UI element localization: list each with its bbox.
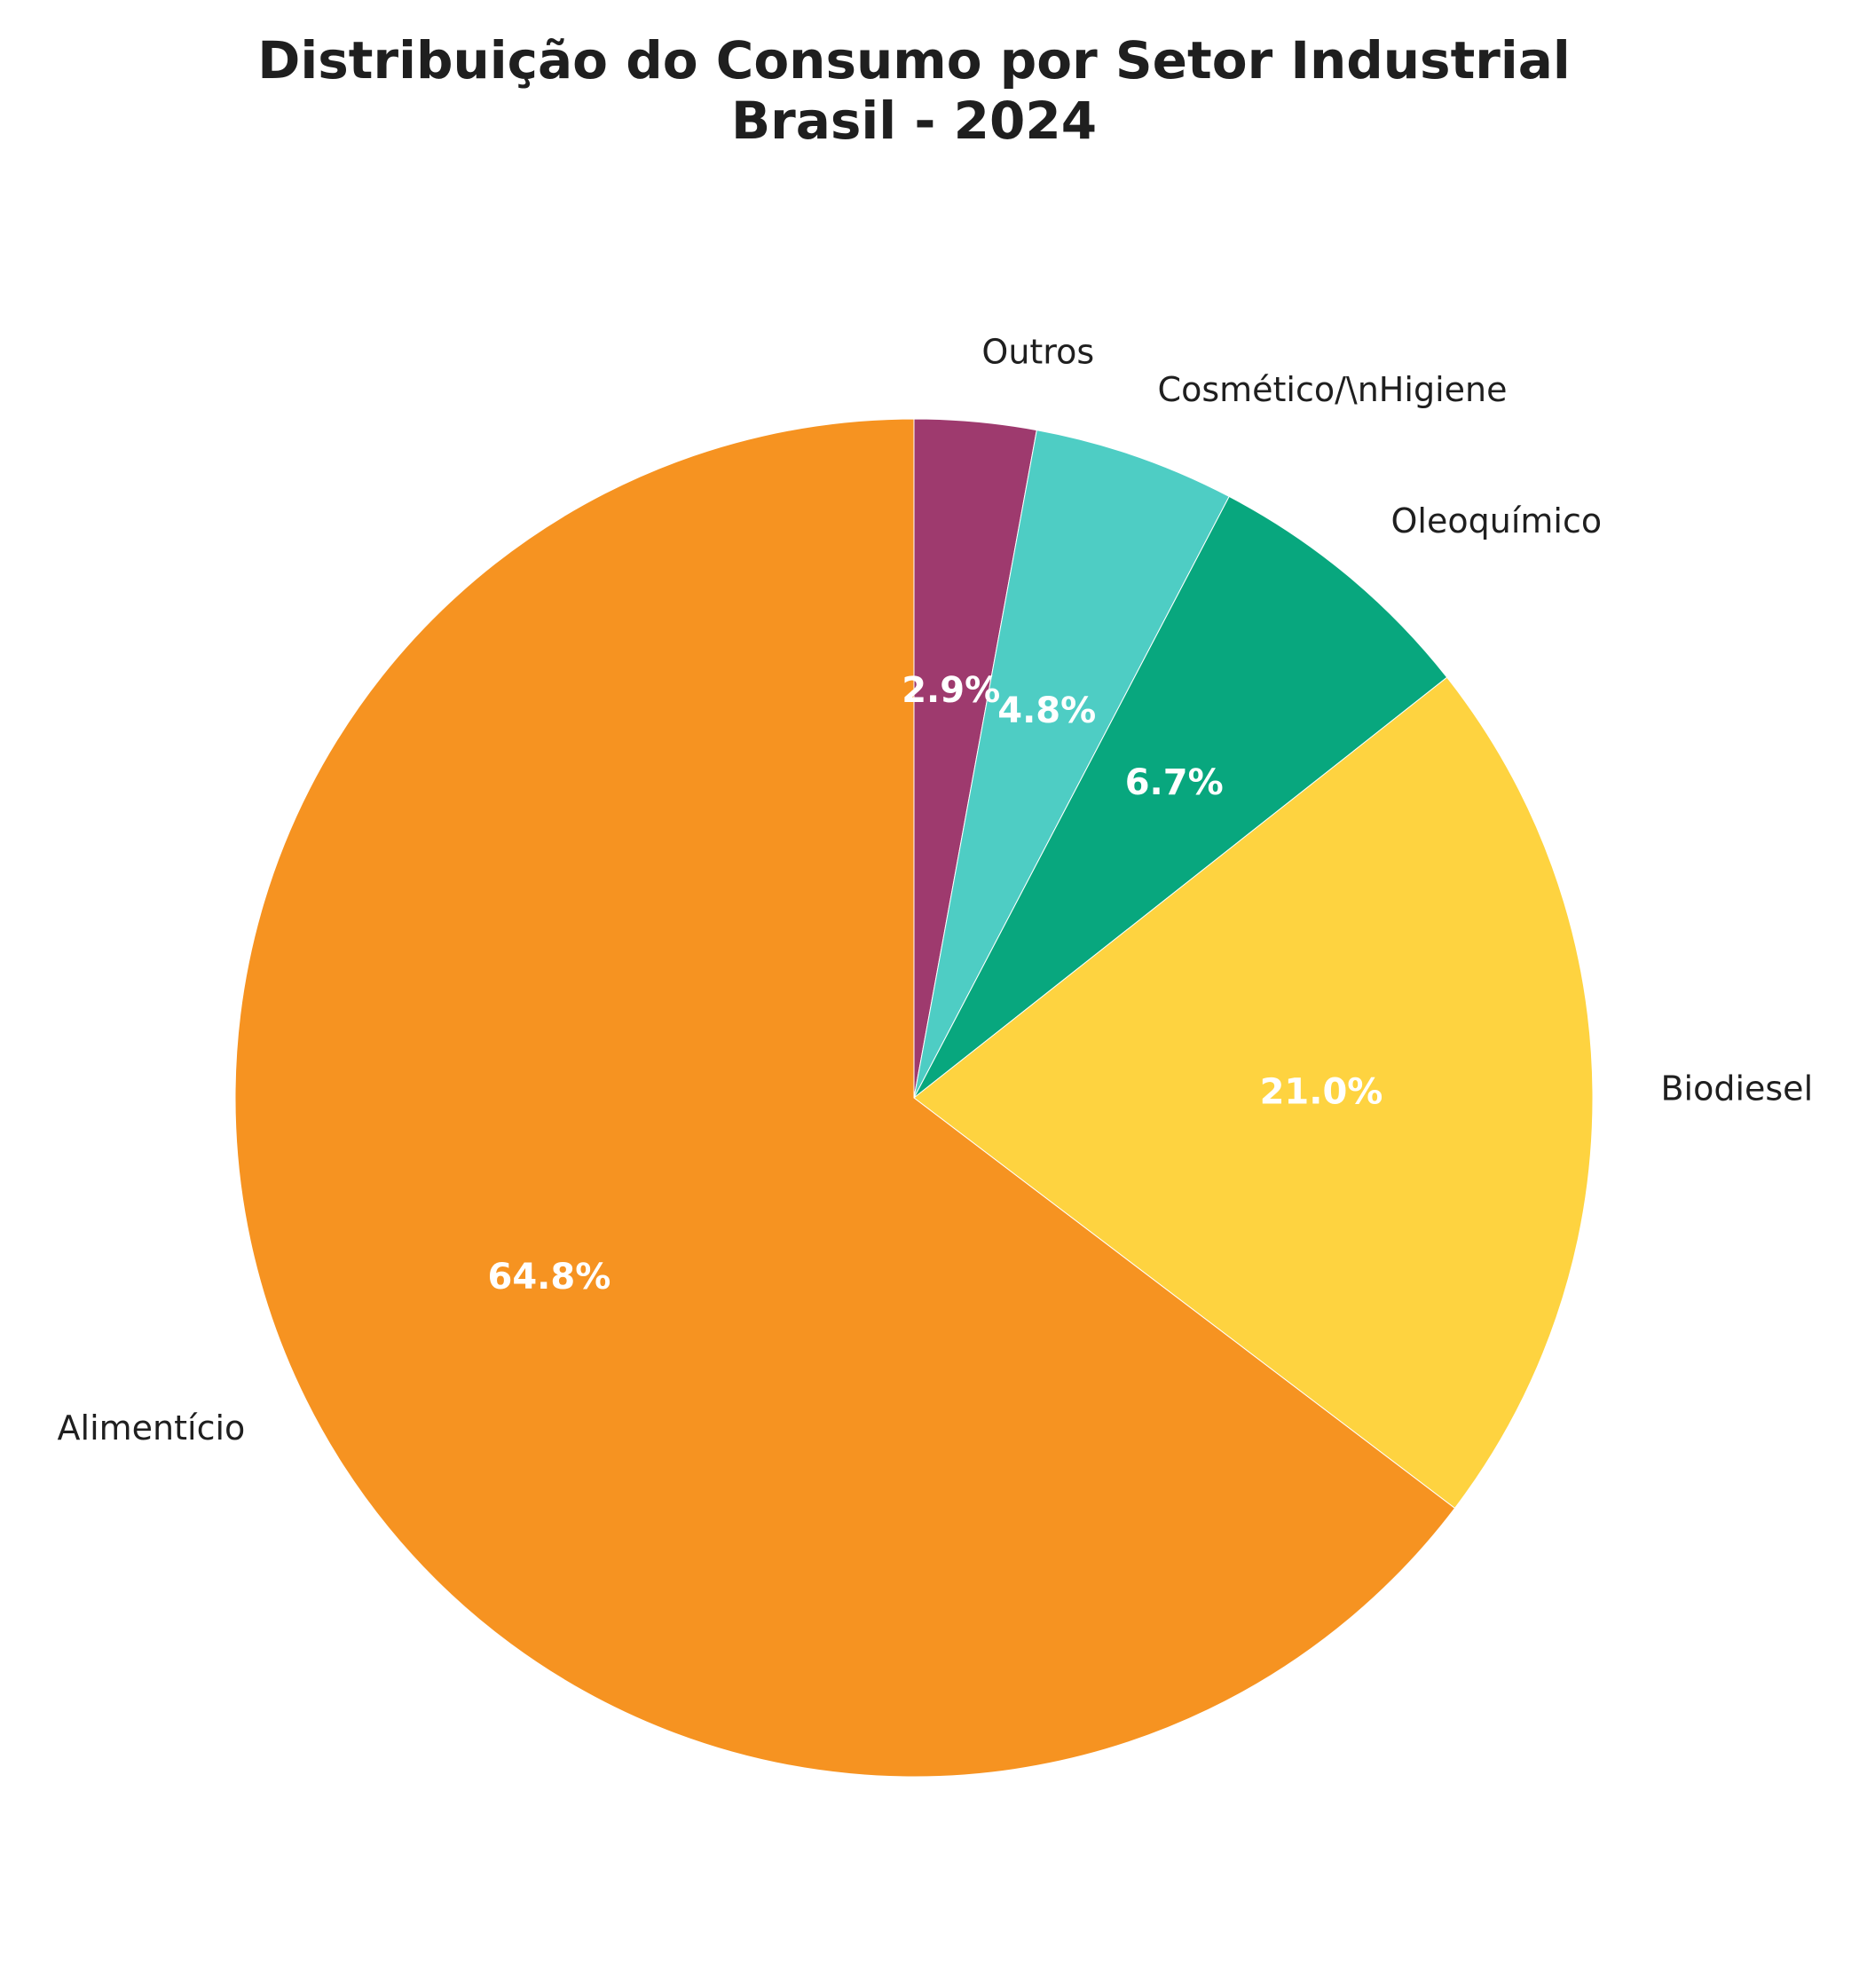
slice-label-biodiesel: Biodiesel <box>1660 1069 1813 1108</box>
pie-slice-cosmetico-nhigiene <box>913 430 1230 1099</box>
slice-label-outros: Outros <box>981 332 1094 371</box>
pct-label-cosmetico-nhigiene: 4.8% <box>997 690 1096 731</box>
pie-slice-biodiesel <box>913 676 1594 1510</box>
pie-slices <box>234 418 1594 1778</box>
pct-label-biodiesel: 21.0% <box>1260 1072 1383 1113</box>
pct-label-outros: 2.9% <box>902 670 1000 711</box>
pie-slice-alimenticio <box>234 418 1456 1778</box>
slice-label-oleoquimico: Oleoquímico <box>1391 501 1603 540</box>
chart-title: Distribuição do Consumo por Setor Indust… <box>257 30 1571 151</box>
slice-labels: Outros Cosmético/\nHigiene Oleoquímico Biod… <box>58 332 1814 1447</box>
pct-label-oleoquimico: 6.7% <box>1125 762 1224 803</box>
chart-title-line-2: Brasil - 2024 <box>731 91 1097 151</box>
pct-label-alimenticio: 64.8% <box>488 1257 611 1298</box>
slice-label-alimenticio: Alimentício <box>58 1408 246 1448</box>
slice-label-cosmetico-nhigiene: Cosmético/\nHigiene <box>1158 370 1508 409</box>
pie-slice-oleoquimico <box>913 495 1448 1099</box>
percentage-labels: 2.9%4.8% 6.7% 21.0% 64.8% <box>488 670 1383 1298</box>
chart-title-line-1: Distribuição do Consumo por Setor Indust… <box>257 30 1571 91</box>
